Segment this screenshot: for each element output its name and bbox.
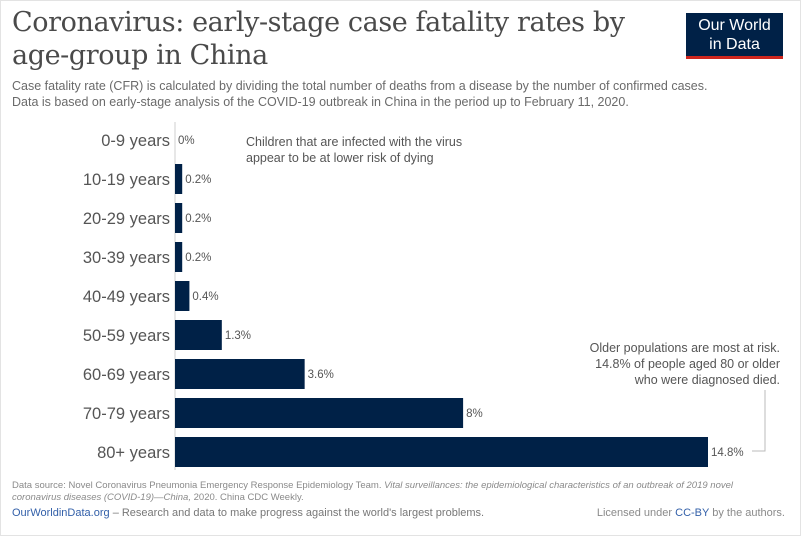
bar bbox=[175, 281, 190, 311]
annotation-children-line: appear to be at lower risk of dying bbox=[246, 151, 434, 165]
annotation-elderly-line: Older populations are most at risk. bbox=[590, 341, 780, 355]
value-label: 8% bbox=[466, 408, 483, 420]
annotation-connector bbox=[752, 390, 766, 452]
value-label: 0.2% bbox=[185, 213, 211, 225]
license-prefix: Licensed under bbox=[596, 507, 673, 519]
value-label: 0.2% bbox=[185, 252, 211, 264]
category-label: 40-49 years bbox=[83, 288, 170, 306]
category-label: 30-39 years bbox=[83, 249, 170, 267]
bar bbox=[175, 203, 183, 233]
bar bbox=[175, 242, 183, 272]
value-label: 0.4% bbox=[192, 291, 218, 303]
value-label: 1.3% bbox=[225, 330, 251, 342]
data-source-note: Data source: Novel Coronavirus Pneumonia… bbox=[12, 480, 782, 504]
annotation-elderly-line: who were diagnosed died. bbox=[634, 373, 780, 387]
tagline-text: – Research and data to make progress aga… bbox=[112, 507, 485, 519]
category-label: 70-79 years bbox=[83, 405, 170, 423]
license-link[interactable]: CC-BY bbox=[675, 507, 710, 519]
source-suffix: 2020. China CDC Weekly. bbox=[193, 492, 304, 503]
license-note: Licensed under CC-BY by the authors. bbox=[597, 507, 785, 519]
bar bbox=[175, 398, 464, 428]
value-label: 3.6% bbox=[308, 369, 334, 381]
annotation-children-line: Children that are infected with the viru… bbox=[246, 135, 462, 149]
source-prefix: Data source: Novel Coronavirus Pneumonia… bbox=[12, 480, 382, 491]
category-label: 10-19 years bbox=[83, 171, 170, 189]
category-label: 60-69 years bbox=[83, 366, 170, 384]
logo-line2: in Data bbox=[709, 36, 760, 53]
bar-chart: 0-9 years 0% 10-19 years 0.2% 20-29 years 0.2… bbox=[83, 122, 780, 470]
category-label: 20-29 years bbox=[83, 210, 170, 228]
category-label: 80+ years bbox=[97, 444, 170, 462]
owid-site-link[interactable]: OurWorldinData.org bbox=[12, 507, 110, 519]
bar bbox=[175, 359, 305, 389]
annotation-elderly-line: 14.8% of people aged 80 or older bbox=[595, 357, 780, 371]
source-title: Vital surveillances: the epidemiological… bbox=[12, 480, 733, 503]
bar bbox=[175, 164, 183, 194]
bar bbox=[175, 320, 222, 350]
logo-accent-bar bbox=[686, 56, 783, 59]
logo-line1: Our World bbox=[698, 17, 771, 34]
value-label: 14.8% bbox=[711, 447, 744, 459]
category-label: 0-9 years bbox=[101, 132, 170, 150]
subtitle-line2: Data is based on early-stage analysis of… bbox=[12, 95, 629, 109]
bar bbox=[175, 437, 708, 467]
chart-title: Coronavirus: early-stage case fatality r… bbox=[12, 7, 625, 71]
footer-tagline: OurWorldinData.org – Research and data t… bbox=[12, 507, 484, 519]
license-suffix: by the authors. bbox=[712, 507, 785, 519]
value-label: 0.2% bbox=[185, 174, 211, 186]
owid-logo[interactable]: Our World in Data bbox=[686, 13, 783, 59]
subtitle-line1: Case fatality rate (CFR) is calculated b… bbox=[12, 79, 708, 93]
category-label: 50-59 years bbox=[83, 327, 170, 345]
chart-subtitle: Case fatality rate (CFR) is calculated b… bbox=[12, 78, 782, 110]
value-label: 0% bbox=[178, 135, 195, 147]
